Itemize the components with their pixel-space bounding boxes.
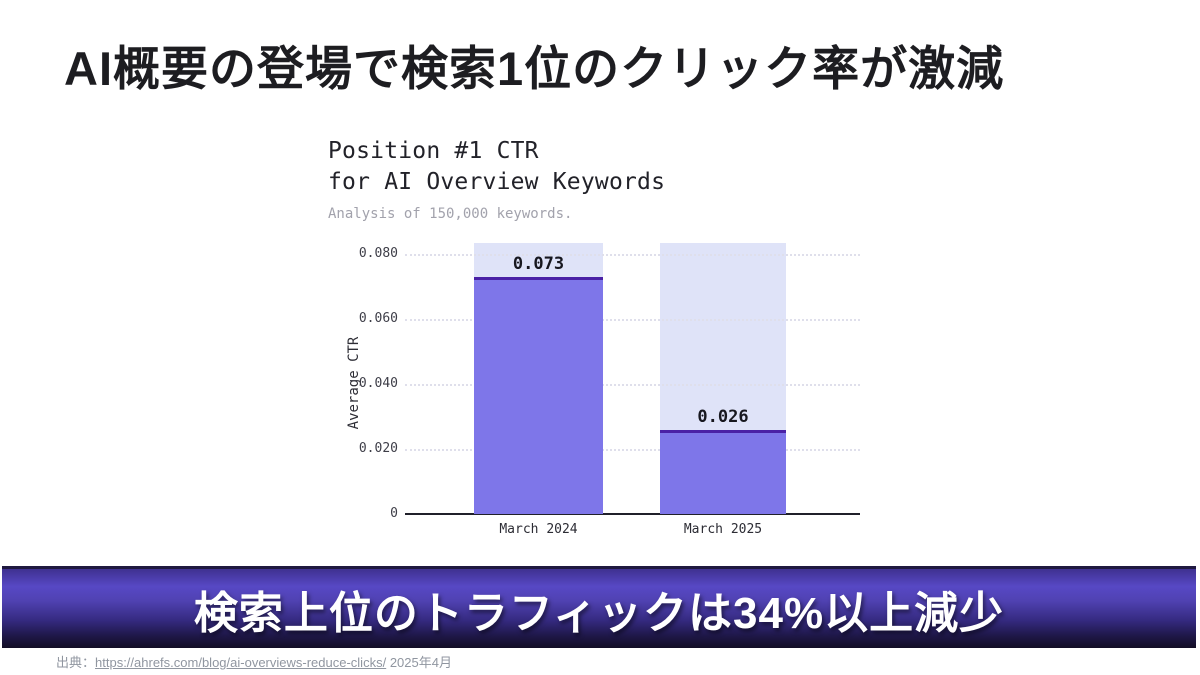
bar-value-label: 0.026 — [697, 407, 749, 427]
highlight-banner: 検索上位のトラフィックは34%以上減少 — [2, 566, 1196, 648]
gridline — [405, 254, 860, 256]
source-prefix: 出典： — [56, 655, 96, 670]
gridline — [405, 319, 860, 321]
source-date: 2025年4月 — [389, 655, 452, 670]
banner-text: 検索上位のトラフィックは34%以上減少 — [193, 588, 1005, 638]
bar-march-2025: 0.026 — [660, 243, 786, 514]
gridline — [405, 449, 860, 451]
bar-value-label: 0.073 — [512, 254, 565, 274]
bar-fill — [660, 430, 786, 514]
chart-subtitle: Analysis of 150,000 keywords. — [328, 206, 573, 222]
y-tick-label: 0.060 — [358, 311, 398, 326]
x-tick-label-march-2025: March 2025 — [683, 522, 763, 537]
source-link[interactable]: https://ahrefs.com/blog/ai-overviews-red… — [95, 655, 387, 670]
chart-title: Position #1 CTR for AI Overview Keywords — [328, 136, 665, 198]
chart-title-line2: for AI Overview Keywords — [328, 169, 666, 195]
x-tick-label-march-2024: March 2024 — [499, 522, 578, 537]
gridline — [405, 384, 860, 386]
y-tick-label: 0.080 — [358, 246, 398, 261]
plot-area: 0.073 0.026 — [405, 243, 860, 515]
source-line: 出典：https://ahrefs.com/blog/ai-overviews-… — [56, 652, 452, 671]
y-tick-label: 0.020 — [358, 441, 398, 456]
bar-fill — [474, 277, 603, 514]
slide-title: AI概要の登場で検索1位のクリック率が激減 — [64, 42, 1005, 95]
bar-march-2024: 0.073 — [474, 243, 603, 514]
x-axis-line — [405, 513, 860, 515]
y-tick-label: 0 — [390, 506, 398, 521]
y-tick-label: 0.040 — [358, 376, 398, 391]
chart-title-line1: Position #1 CTR — [328, 138, 539, 164]
